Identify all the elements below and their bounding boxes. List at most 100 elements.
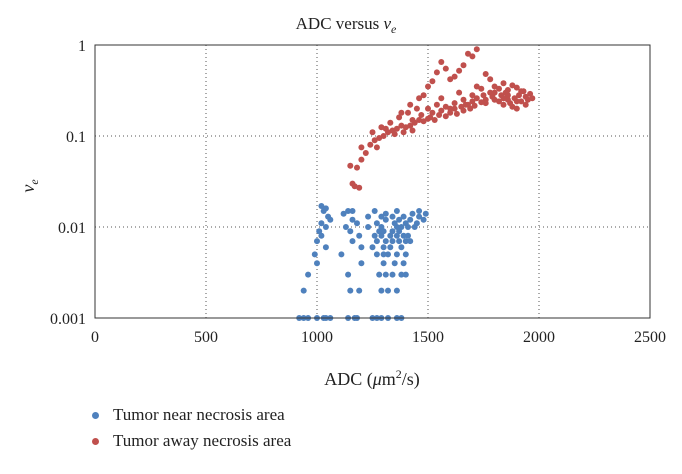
data-point-away [442, 113, 449, 120]
chart-title: ADC versus ve [296, 14, 397, 36]
y-tick-label: 0.01 [58, 220, 86, 237]
data-point-away [405, 109, 411, 116]
data-point-near [314, 260, 320, 267]
chart-title-subscript: e [391, 22, 397, 36]
y-axis-label: ve [18, 179, 41, 193]
gridlines [95, 45, 650, 318]
data-point-near [376, 271, 383, 278]
data-point-near [356, 232, 363, 239]
data-point-away [500, 101, 507, 108]
y-tick-labels: 0.001 0.01 0.1 1 [50, 38, 86, 328]
data-point-away [500, 80, 507, 87]
data-point-away [469, 92, 476, 99]
data-point-near [393, 208, 400, 214]
data-point-away [513, 105, 520, 112]
data-point-near [316, 228, 323, 235]
data-point-near [369, 244, 376, 251]
data-point-near [322, 224, 329, 230]
data-point-away [465, 101, 471, 108]
data-point-near [347, 228, 354, 235]
x-axis-label-prefix: ADC ( [324, 369, 373, 390]
data-point-away [362, 150, 369, 156]
data-point-near [416, 208, 423, 214]
data-point-near [389, 213, 396, 220]
data-point-away [427, 114, 434, 121]
legend: Tumor near necrosis area Tumor away necr… [92, 402, 291, 454]
x-tick-label: 1000 [301, 329, 333, 346]
data-point-near [382, 271, 389, 278]
data-point-away [347, 162, 354, 169]
data-point-away [504, 87, 511, 93]
data-point-near [393, 251, 400, 258]
data-points [296, 46, 536, 321]
data-point-near [391, 260, 398, 267]
data-point-away [518, 88, 525, 95]
data-point-away [413, 105, 420, 112]
data-point-near [407, 216, 414, 223]
data-point-away [447, 109, 454, 116]
data-point-near [420, 216, 427, 223]
data-point-near [387, 232, 394, 239]
data-point-away [358, 144, 365, 151]
data-point-near [349, 208, 356, 214]
data-point-near [373, 220, 380, 227]
data-point-away [451, 100, 458, 107]
data-point-near [365, 213, 372, 220]
data-point-away [496, 85, 502, 92]
data-point-near [378, 224, 385, 230]
data-point-away [382, 125, 389, 132]
data-point-away [518, 98, 525, 105]
y-tick-label: 0.001 [50, 311, 86, 328]
data-point-near [340, 210, 347, 217]
data-point-near [311, 251, 318, 258]
data-point-away [429, 78, 436, 85]
y-axis-label-symbol: v [18, 185, 38, 193]
data-point-away [393, 125, 400, 132]
data-point-away [473, 95, 480, 102]
data-point-away [351, 183, 358, 190]
data-point-near [342, 224, 349, 230]
data-point-near [396, 216, 403, 223]
data-point-away [465, 50, 471, 57]
data-point-near [389, 228, 396, 235]
data-point-near [393, 287, 400, 294]
data-point-near [318, 232, 325, 239]
data-point-away [367, 141, 374, 148]
data-point-near [398, 244, 405, 251]
x-tick-label: 1500 [412, 329, 444, 346]
data-point-away [460, 107, 467, 114]
data-point-near [387, 244, 394, 251]
data-point-away [478, 85, 485, 92]
data-point-away [387, 119, 394, 126]
data-point-away [473, 83, 480, 90]
data-point-away [471, 102, 478, 109]
data-point-near [380, 244, 387, 251]
data-point-near [409, 210, 416, 217]
data-point-away [442, 65, 449, 72]
data-point-away [356, 184, 363, 191]
data-point-near [322, 244, 329, 251]
data-point-near [345, 271, 352, 278]
y-tick-label: 1 [78, 38, 86, 55]
data-point-near [354, 220, 360, 227]
data-point-near [402, 238, 409, 245]
data-point-near [371, 208, 378, 214]
data-point-near [325, 213, 332, 220]
chart-title-text: ADC versus [296, 14, 384, 33]
data-point-away [438, 95, 445, 102]
data-point-away [451, 105, 458, 112]
data-point-away [373, 144, 380, 151]
data-point-away [420, 92, 427, 99]
data-point-away [396, 114, 403, 121]
x-axis-label-mu: μ [372, 369, 382, 389]
data-point-near [378, 287, 385, 294]
data-point-away [407, 101, 414, 108]
data-point-away [469, 53, 476, 60]
data-point-near [349, 216, 356, 223]
data-point-near [338, 251, 345, 258]
data-point-away [369, 129, 376, 136]
legend-label-away: Tumor away necrosis area [113, 431, 292, 450]
data-point-away [438, 107, 445, 114]
data-point-near [382, 210, 389, 217]
